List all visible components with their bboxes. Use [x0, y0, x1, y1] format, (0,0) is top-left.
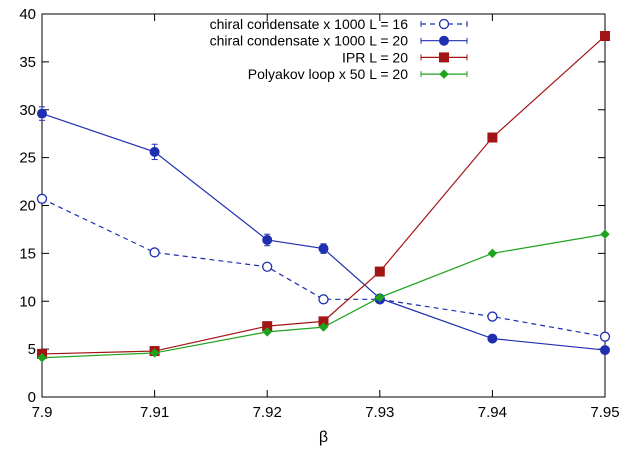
legend-item: IPR L = 20: [342, 49, 468, 65]
data-point: [600, 229, 610, 239]
x-tick-label: 7.94: [478, 404, 507, 421]
axis-ticks: 7.9 7.91 7.92 7.93 7.94 7.95 0 5 10 15 20 25 30 35 40: [19, 6, 619, 421]
legend-label: chiral condensate x 1000 L = 20: [210, 33, 409, 49]
series-line: [41, 113, 606, 351]
y-tick-label: 15: [19, 245, 36, 262]
y-tick-label: 10: [19, 293, 36, 310]
data-point: [149, 348, 160, 358]
y-tick-label: 20: [19, 198, 36, 215]
y-tick-label: 5: [28, 341, 36, 358]
legend-label: Polyakov loop x 50 L = 20: [248, 66, 408, 82]
data-point: [318, 243, 329, 254]
y-tick-label: 35: [19, 54, 36, 71]
data-point: [374, 266, 385, 277]
data-point: [487, 248, 498, 259]
data-point: [487, 333, 498, 344]
data-point: [262, 327, 272, 337]
data-point: [439, 52, 449, 63]
x-tick-label: 7.95: [590, 404, 619, 421]
data-point: [37, 353, 47, 363]
data-point: [599, 331, 611, 342]
data-point: [439, 35, 449, 46]
data-point: [262, 234, 273, 245]
x-tick-label: 7.93: [365, 404, 394, 421]
series-line: [41, 198, 606, 338]
data-point: [149, 146, 160, 157]
series-layer: [36, 31, 611, 363]
data-point: [438, 18, 450, 30]
data-point: [37, 108, 47, 119]
data-point: [487, 132, 498, 143]
legend-item: chiral condensate x 1000 L = 20: [210, 33, 468, 49]
data-point: [36, 193, 48, 204]
series-line: [41, 35, 606, 355]
y-tick-label: 40: [19, 6, 36, 23]
x-axis-label: β: [319, 429, 328, 446]
x-tick-label: 7.91: [140, 404, 169, 421]
x-tick-label: 7.9: [32, 404, 53, 421]
data-point: [318, 322, 329, 332]
y-tick-label: 30: [19, 102, 36, 119]
legend-label: IPR L = 20: [342, 49, 408, 65]
series-2: [37, 106, 610, 356]
series-4: [37, 229, 610, 363]
data-point: [487, 311, 498, 322]
data-point: [262, 261, 273, 272]
x-tick-label: 7.92: [253, 404, 282, 421]
data-point: [600, 31, 610, 42]
data-point: [600, 345, 610, 356]
data-point: [375, 292, 385, 303]
legend-item: chiral condensate x 1000 L = 16: [210, 16, 468, 32]
legend-item: Polyakov loop x 50 L = 20: [248, 66, 468, 82]
legend-label: chiral condensate x 1000 L = 16: [210, 16, 409, 32]
data-point: [439, 69, 449, 79]
y-tick-label: 25: [19, 150, 36, 167]
y-tick-label: 0: [28, 389, 36, 406]
data-point: [149, 247, 160, 258]
data-point: [318, 294, 329, 305]
